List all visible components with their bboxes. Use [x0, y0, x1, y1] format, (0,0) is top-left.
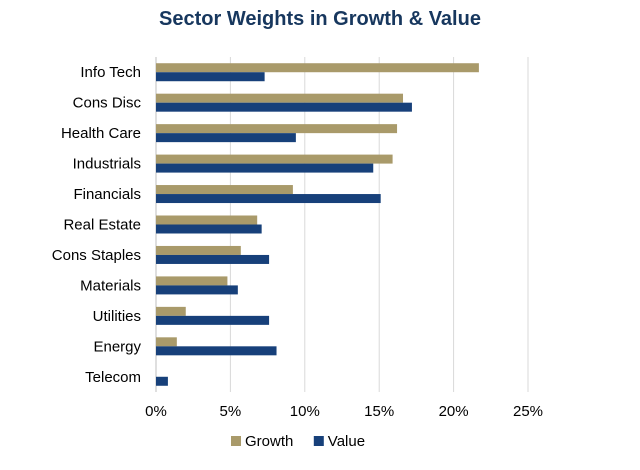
bar-growth: [156, 63, 479, 73]
category-label: Cons Disc: [73, 95, 142, 112]
category-label: Cons Staples: [52, 247, 141, 264]
category-label: Info Tech: [80, 64, 141, 81]
bar-value: [156, 72, 265, 82]
bar-value: [156, 133, 296, 143]
bar-value: [156, 376, 168, 386]
chart-title: Sector Weights in Growth & Value: [159, 8, 481, 30]
x-tick-label: 20%: [439, 403, 469, 420]
x-tick-label: 10%: [290, 403, 320, 420]
bar-growth: [156, 245, 241, 255]
bar-value: [156, 224, 262, 234]
bar-value: [156, 194, 381, 204]
bar-growth: [156, 276, 228, 286]
category-label: Telecom: [85, 369, 141, 386]
bar-growth: [156, 306, 186, 316]
category-label: Financials: [73, 186, 141, 203]
legend-label-value: Value: [328, 433, 365, 450]
bar-growth: [156, 337, 177, 347]
bar-growth: [156, 215, 258, 225]
legend-swatch-value: [313, 436, 324, 446]
x-tick-label: 0%: [145, 403, 167, 420]
x-tick-label: 25%: [513, 403, 543, 420]
bar-growth: [156, 154, 393, 164]
bar-growth: [156, 185, 293, 195]
category-label: Materials: [80, 277, 141, 294]
bar-value: [156, 285, 238, 295]
bar-growth: [156, 124, 398, 134]
bar-value: [156, 315, 270, 325]
bar-value: [156, 346, 277, 356]
legend-label-growth: Growth: [245, 433, 293, 450]
bar-growth: [156, 93, 404, 103]
bar-value: [156, 102, 412, 112]
x-tick-label: 5%: [220, 403, 242, 420]
bar-value: [156, 163, 374, 173]
category-label: Industrials: [73, 156, 141, 173]
x-tick-label: 15%: [364, 403, 394, 420]
category-label: Energy: [93, 338, 141, 355]
bar-value: [156, 254, 270, 264]
legend-swatch-growth: [231, 436, 241, 446]
category-label: Utilities: [93, 308, 141, 325]
category-label: Health Care: [61, 125, 141, 142]
category-label: Real Estate: [63, 217, 141, 234]
